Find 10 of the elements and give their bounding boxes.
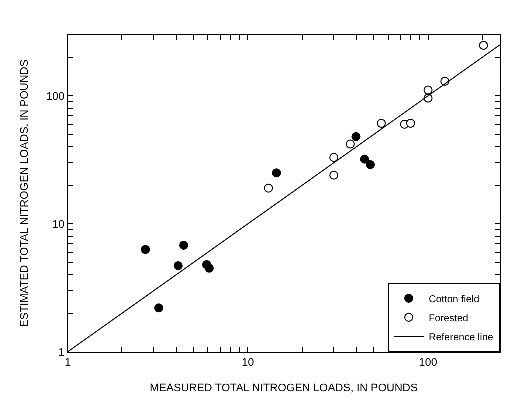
y-tick-label: 1 [58,346,65,359]
legend-label: Forested [429,313,468,324]
x-axis-title: MEASURED TOTAL NITROGEN LOADS, IN POUNDS [150,382,418,394]
y-tick-label: 10 [52,218,65,231]
y-tick-label: 100 [46,90,65,103]
x-tick-label: 10 [242,357,254,370]
x-tick-label: 100 [419,357,438,370]
legend-label: Reference line [429,332,494,344]
legend-label: Cotton field [429,294,480,306]
y-axis-title: ESTIMATED TOTAL NITROGEN LOADS, IN POUNDS [19,60,32,328]
